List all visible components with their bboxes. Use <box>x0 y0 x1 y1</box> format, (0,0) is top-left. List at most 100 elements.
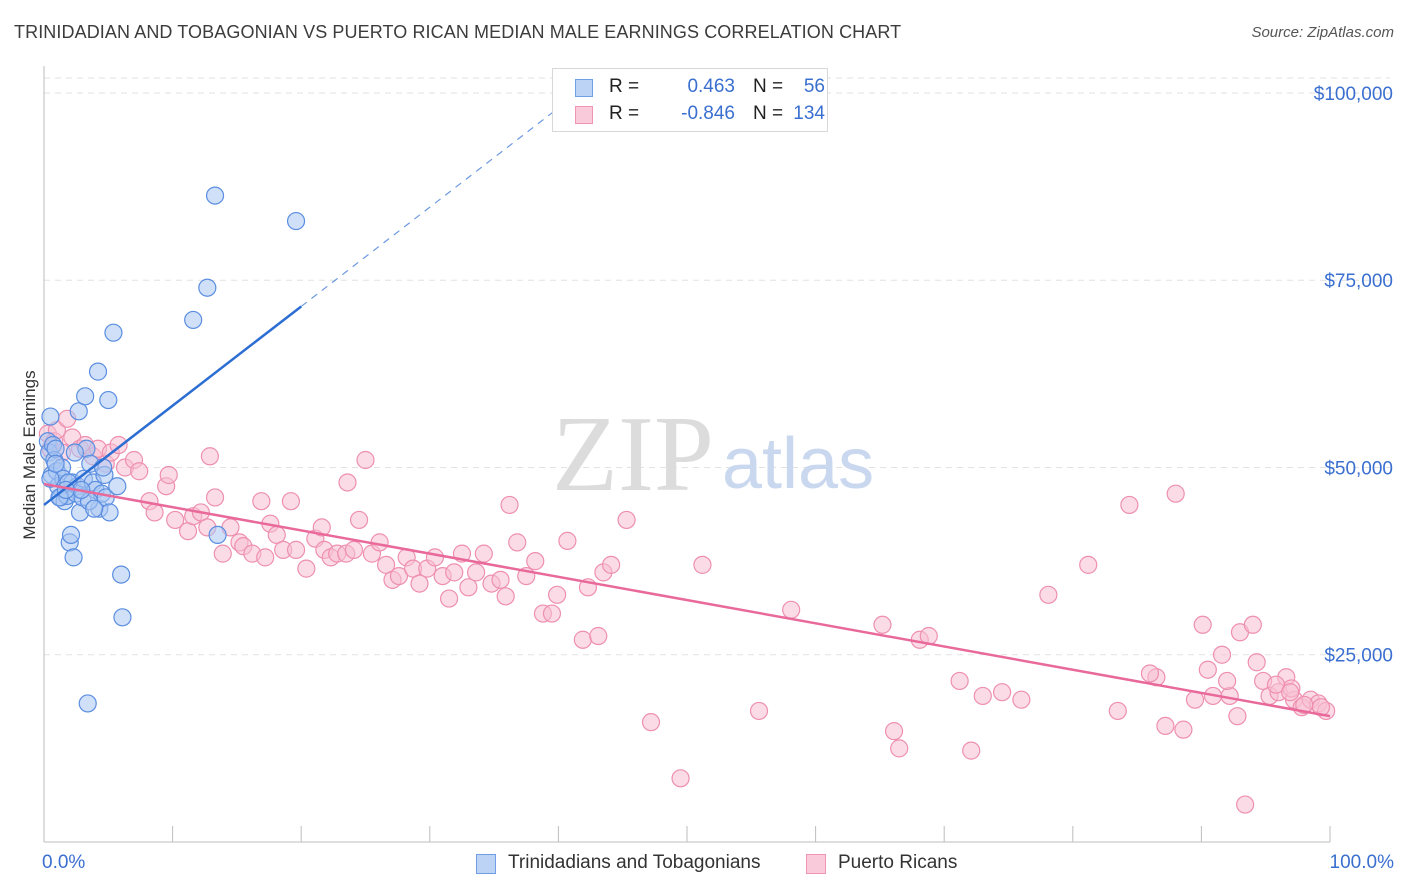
trinidadians-points <box>38 186 306 713</box>
y-tick-label: $50,000 <box>1324 458 1393 479</box>
puerto-rican-point <box>573 630 592 649</box>
puerto-rican-point <box>1156 716 1175 736</box>
trinidadian-point <box>104 323 123 342</box>
gridlines <box>44 77 1390 656</box>
trinidadian-point <box>113 608 132 627</box>
trinidadian-point <box>65 443 84 462</box>
puerto-rican-point <box>491 570 510 589</box>
puerto-rican-point <box>526 552 545 571</box>
y-axis-label: Median Male Earnings <box>20 370 39 540</box>
legend-n-label: N = <box>753 76 784 97</box>
puerto-rican-point <box>1174 720 1193 739</box>
trinidadian-point <box>46 454 65 473</box>
trinidadian-point <box>208 525 227 545</box>
legend-swatch-pink <box>575 106 593 124</box>
puerto-rican-point <box>286 540 306 559</box>
puerto-rican-point <box>252 492 271 511</box>
puerto-rican-point <box>349 510 369 530</box>
trinidadian-point <box>99 390 118 410</box>
puerto-rican-point <box>950 671 969 691</box>
legend-r-label: R = <box>609 103 640 124</box>
puerto-rican-point <box>213 544 232 563</box>
y-tick-labels: $25,000 $50,000 $75,000 $100,000 <box>1314 84 1393 667</box>
chart-title: TRINIDADIAN AND TOBAGONIAN VS PUERTO RIC… <box>14 22 902 42</box>
trinidadian-point <box>76 387 95 406</box>
puerto-rican-point <box>166 510 185 530</box>
puerto-rican-point <box>992 683 1012 702</box>
legend-r-label: R = <box>609 76 640 97</box>
puerto-rican-point <box>973 686 992 706</box>
source-label: Source: ZipAtlas.com <box>1251 24 1394 41</box>
watermark-zip: ZIP <box>552 395 714 514</box>
puerto-rican-point <box>496 587 515 606</box>
puerto-rican-point <box>256 548 275 567</box>
puerto-rican-point <box>589 626 608 646</box>
puerto-rican-point <box>159 465 178 485</box>
puerto-rican-point <box>1243 615 1262 634</box>
puerto-rican-point <box>602 555 621 574</box>
puerto-rican-point <box>1266 675 1286 694</box>
trinidadian-point <box>108 477 127 496</box>
trinidadian-point <box>205 186 225 205</box>
puerto-rican-point <box>1193 615 1212 634</box>
puerto-rican-point <box>548 585 567 604</box>
trinidadian-point <box>112 565 131 584</box>
watermark-atlas: atlas <box>722 424 874 504</box>
puerto-rican-point <box>1236 795 1255 814</box>
puerto-rican-point <box>1212 645 1232 664</box>
puerto-rican-point <box>281 492 301 511</box>
legend-r-value: -0.846 <box>681 103 735 124</box>
puerto-rican-point <box>445 563 464 582</box>
y-tick-label: $100,000 <box>1314 84 1393 105</box>
puerto-rican-point <box>356 450 375 470</box>
puerto-rican-point <box>1166 484 1185 503</box>
puerto-rican-point <box>1079 555 1098 574</box>
puerto-rican-point <box>338 473 357 492</box>
puerto-rican-point <box>671 769 690 788</box>
puerto-rican-point <box>782 600 801 619</box>
puerto-rican-point <box>1218 671 1237 691</box>
puerto-rican-point <box>439 589 459 608</box>
legend-swatch-blue <box>575 79 593 97</box>
puerto-rican-point <box>1140 664 1160 683</box>
puerto-rican-point <box>1247 653 1266 672</box>
series-label: Trinidadians and Tobagonians <box>508 852 761 873</box>
puerto-rican-point <box>1228 707 1247 726</box>
puerto-rican-point <box>312 518 331 537</box>
puerto-rican-point <box>890 739 909 758</box>
puerto-rican-point <box>1198 660 1217 679</box>
trendlines <box>43 107 1331 718</box>
trinidadian-point <box>85 499 104 518</box>
trinidadian-point <box>41 407 60 426</box>
y-tick-label: $25,000 <box>1324 646 1393 667</box>
trinidadian-point <box>286 211 306 231</box>
legend-n-value: 56 <box>803 76 825 97</box>
trinidadian-point <box>69 402 88 421</box>
puerto-rican-point <box>693 555 712 574</box>
series-swatch-pink <box>806 854 826 874</box>
puerto-rican-point <box>1012 690 1031 709</box>
x-tick-label-max: 100.0% <box>1329 852 1394 873</box>
trinidadian-trendline-extension <box>300 107 559 307</box>
x-tick-label-min: 0.0% <box>42 852 86 873</box>
puerto-rican-point <box>389 566 409 586</box>
y-tick-label: $75,000 <box>1324 271 1393 292</box>
puerto-rican-point <box>344 540 364 559</box>
puerto-rican-point <box>873 615 892 634</box>
puerto-rican-point <box>130 462 149 481</box>
puerto-rican-point <box>474 544 493 563</box>
puerto-rican-point <box>1120 495 1139 515</box>
trinidadian-point <box>64 548 83 567</box>
puerto-rican-point <box>1281 683 1300 702</box>
correlation-legend: R = 0.463 N = 56 R = -0.846 N = 134 <box>552 68 828 132</box>
legend-n-label: N = <box>753 103 784 124</box>
puerto-rican-point <box>1039 585 1058 604</box>
puerto-rican-point <box>508 533 527 552</box>
trinidadian-point <box>94 458 113 477</box>
puerto-rican-point <box>641 713 661 732</box>
puerto-rican-point <box>205 488 225 507</box>
puerto-rican-point <box>459 578 478 597</box>
puerto-rican-point <box>749 701 769 721</box>
trinidadian-point <box>198 278 217 297</box>
puerto-rican-trendline <box>43 482 1331 718</box>
